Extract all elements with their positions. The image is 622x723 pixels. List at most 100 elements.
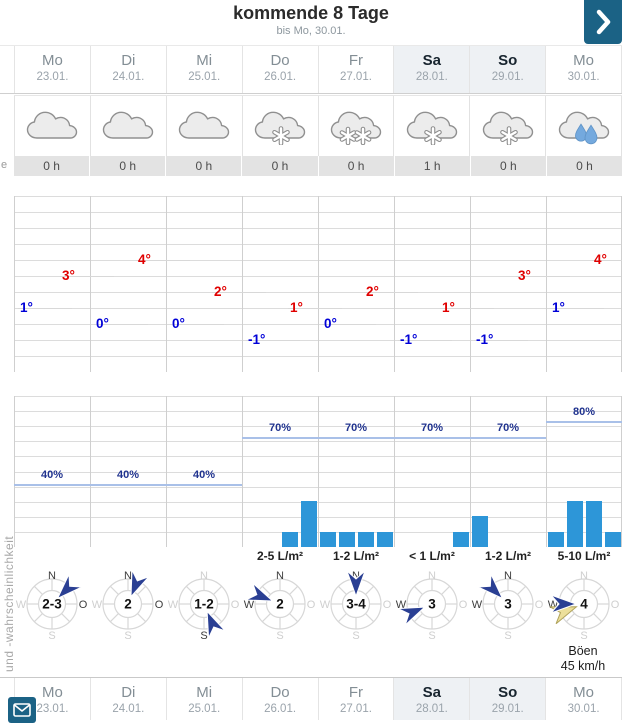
temp-min-label: -1° [400, 332, 418, 347]
temp-gridline-v [166, 196, 167, 372]
day-cell-di-2401[interactable]: Di 24.01. [89, 678, 166, 720]
day-name: Mo [42, 52, 63, 69]
precip-bar [338, 532, 355, 547]
day-name: Di [121, 52, 136, 69]
day-cell-do-2601[interactable]: Do 26.01. [241, 46, 318, 93]
temp-line-segment [440, 308, 494, 309]
svg-text:W: W [320, 599, 331, 611]
day-cell-sa-2801[interactable]: Sa 28.01. [393, 46, 470, 93]
day-name: Fr [348, 52, 364, 69]
day-date: 29.01. [491, 703, 524, 715]
day-name: Mo [573, 52, 594, 69]
wind-compass-3: N O S W 2 [242, 565, 318, 643]
weather-cell-5 [393, 96, 469, 156]
wind-arrow-icon [346, 570, 366, 598]
precip-gridline-v [90, 396, 91, 547]
svg-text:O: O [459, 599, 468, 611]
next-period-button[interactable] [584, 0, 622, 44]
day-cell-mo-3001[interactable]: Mo 30.01. [545, 46, 622, 93]
day-cell-mi-2501[interactable]: Mi 25.01. [165, 678, 242, 720]
email-share-button[interactable] [8, 697, 36, 723]
day-footer-row: Mo 23.01. Di 24.01. Mi 25.01. Do 26.01. Fr 27.01.… [0, 677, 622, 720]
day-cell-mo-3001[interactable]: Mo 30.01. [545, 678, 622, 720]
page-title: kommende 8 Tage [233, 3, 389, 23]
day-cell-fr-2701[interactable]: Fr 27.01. [317, 46, 394, 93]
precip-amount-label: 2-5 L/m² [256, 549, 303, 563]
temp-max-label: 1° [290, 300, 303, 315]
wind-arrow-icon [478, 574, 504, 600]
temp-line-segment [136, 260, 190, 261]
wind-compass-icon: N O S W 3-4 [320, 570, 392, 642]
day-cell-mo-2301[interactable]: Mo 23.01. [14, 46, 90, 93]
wind-compass-row: N O S W 2-3 N O S W 2 N O S W 1-2 [14, 565, 622, 643]
temp-max-label: 2° [214, 284, 227, 299]
day-date: 23.01. [36, 71, 69, 83]
day-cell-so-2901[interactable]: So 29.01. [469, 678, 546, 720]
sun-hours-7: 0 h [545, 156, 622, 176]
temp-line-segment [474, 340, 528, 341]
day-name: Mi [196, 52, 213, 69]
precip-bar [566, 501, 583, 547]
precip-amount-label: < 1 L/m² [409, 549, 455, 563]
precip-bar [547, 532, 564, 547]
sun-hours-4: 0 h [317, 156, 394, 176]
day-date: 30.01. [567, 703, 600, 715]
day-cell-mi-2501[interactable]: Mi 25.01. [165, 46, 242, 93]
precip-amount-label: 1-2 L/m² [332, 549, 379, 563]
wind-compass-icon: N O S W 2 [92, 569, 164, 642]
day-date: 29.01. [491, 71, 524, 83]
day-cell-do-2601[interactable]: Do 26.01. [241, 678, 318, 720]
svg-text:4: 4 [580, 597, 588, 612]
chevron-right-icon [596, 9, 611, 35]
svg-text:W: W [92, 599, 103, 611]
day-cell-so-2901[interactable]: So 29.01. [469, 46, 546, 93]
precip-probability-label: 40% [116, 469, 140, 482]
svg-text:O: O [155, 599, 164, 611]
day-cell-sa-2801[interactable]: Sa 28.01. [393, 678, 470, 720]
temp-gridline-v [394, 196, 395, 372]
day-name: Mo [42, 684, 63, 701]
weather-cell-7 [545, 96, 622, 156]
svg-text:O: O [383, 599, 392, 611]
precip-amount-label: 5-10 L/m² [557, 549, 611, 563]
temp-max-label: 4° [594, 252, 607, 267]
precip-probability-line [90, 484, 166, 487]
precip-amount-label: 1-2 L/m² [484, 549, 531, 563]
day-cell-fr-2701[interactable]: Fr 27.01. [317, 678, 394, 720]
day-date: 26.01. [264, 71, 297, 83]
wind-arrow-icon [550, 594, 578, 614]
temp-min-label: 0° [324, 316, 337, 331]
day-name: Sa [422, 52, 441, 69]
envelope-icon [13, 703, 31, 717]
wind-compass-icon: N O S W 1-2 [168, 570, 240, 642]
temp-line-segment [60, 276, 114, 277]
sun-hours-3: 0 h [241, 156, 317, 176]
sun-hours-5: 1 h [393, 156, 470, 176]
svg-text:N: N [124, 570, 132, 582]
svg-text:S: S [352, 630, 359, 642]
gust-label: Böen [568, 644, 598, 658]
weather-cell-3 [241, 96, 318, 156]
gust-value: 45 km/h [560, 659, 606, 673]
svg-text:W: W [244, 599, 255, 611]
sun-hours-2: 0 h [165, 156, 241, 176]
day-cell-di-2401[interactable]: Di 24.01. [89, 46, 166, 93]
day-date: 26.01. [264, 703, 297, 715]
day-name: So [498, 684, 518, 701]
temp-line-segment [18, 308, 72, 309]
day-name: Fr [348, 684, 364, 701]
precip-gridline-v [242, 396, 243, 547]
temp-min-label: 0° [96, 316, 109, 331]
precip-bar [357, 532, 374, 547]
svg-text:O: O [611, 599, 620, 611]
day-header-row: Mo 23.01. Di 24.01. Mi 25.01. Do 26.01. Fr 27.01.… [0, 45, 622, 94]
svg-text:N: N [580, 570, 588, 582]
temp-gridline-v [470, 196, 471, 372]
svg-text:W: W [168, 599, 179, 611]
day-name: Do [270, 52, 290, 69]
svg-text:N: N [200, 570, 208, 582]
temp-gridline-v [90, 196, 91, 372]
day-name: So [498, 52, 518, 69]
precip-probability-line [318, 437, 394, 440]
wind-compass-icon: N O S W 3 [472, 570, 544, 642]
